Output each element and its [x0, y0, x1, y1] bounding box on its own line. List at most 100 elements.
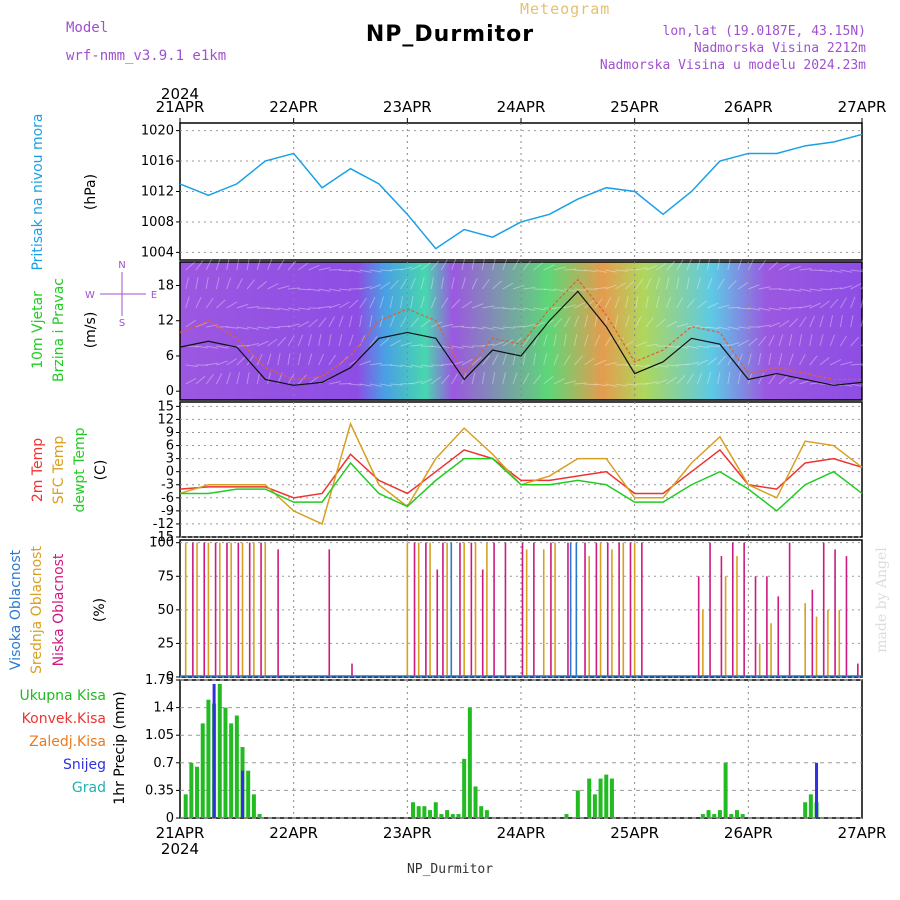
wind-barb-468: [860, 383, 873, 387]
precip-bar-total-4: [206, 699, 211, 818]
wind-barb-95: [318, 334, 322, 347]
wind-barb-422: [799, 304, 812, 309]
wind-barb-10: [195, 322, 208, 328]
wind-barb-465: [860, 315, 865, 328]
wind-barb-450: [839, 297, 847, 309]
precip-bar-total-18: [433, 802, 438, 818]
wind-barb-129: [369, 315, 373, 328]
panel-4-ytick-label-0: 0: [166, 811, 174, 826]
wind-barb-375: [727, 342, 740, 347]
precip-bar-total-41: [734, 810, 739, 818]
wind-barb-209: [481, 372, 486, 385]
wind-barb-1: [185, 277, 190, 290]
wind-barb-42: [246, 258, 250, 271]
wind-barb-17: [206, 324, 219, 328]
precip-bar-total-38: [717, 810, 722, 818]
precip-bar-total-15: [416, 806, 421, 818]
panel-4-ytick-label-5: 1.75: [145, 673, 174, 688]
panel-2-ytick-label-7: 6: [166, 439, 174, 454]
wind-barb-29: [226, 277, 232, 290]
wind-barb-77: [297, 262, 309, 271]
wind-barb-151: [400, 342, 413, 347]
wind-barb-365: [717, 278, 725, 290]
wind-barb-387: [748, 307, 761, 311]
wind-barb-150: [400, 316, 407, 328]
wind-barb-99: [328, 288, 341, 292]
wind-barb-369: [717, 355, 726, 366]
bottom-date-1: 22APR: [269, 824, 318, 842]
wind-barb-287: [605, 269, 618, 273]
wind-barb-362: [707, 357, 718, 366]
wind-barb-190: [461, 277, 466, 290]
wind-barb-308: [635, 267, 648, 271]
wind-barb-260: [564, 288, 577, 292]
precip-bar-total-2: [195, 766, 200, 818]
wind-barb-40: [236, 356, 246, 366]
wind-barb-213: [492, 326, 505, 330]
wind-barb-101: [328, 316, 335, 328]
wind-barb-197: [471, 277, 478, 290]
wind-barb-79: [298, 307, 311, 311]
wind-barb-57: [267, 283, 279, 290]
wind-barb-381: [738, 326, 751, 329]
wind-barb-288: [604, 284, 617, 290]
wind-barb-173: [431, 364, 444, 367]
precip-bar-total-29: [575, 790, 580, 818]
wind-barb-121: [359, 297, 367, 309]
wind-barb-145: [390, 364, 403, 367]
wind-barb-265: [564, 380, 576, 385]
wind-barb-149: [400, 296, 404, 309]
wind-barb-460: [850, 363, 863, 366]
wind-barb-379: [737, 281, 749, 290]
top-year: 2024: [161, 85, 199, 103]
wind-barb-134: [379, 281, 391, 290]
bottom-date-0: 21APR: [156, 824, 205, 842]
wind-barb-337: [676, 277, 680, 290]
wind-barb-358: [706, 277, 713, 290]
wind-barb-96: [318, 353, 324, 366]
wind-barb-192: [461, 326, 474, 329]
wind-barb-171: [430, 321, 443, 328]
wind-barb-123: [359, 335, 366, 347]
wind-barb-294: [615, 269, 628, 272]
wind-barb-226: [512, 307, 525, 311]
wind-barb-253: [553, 288, 566, 292]
wind-barb-228: [512, 337, 522, 347]
wind-barb-372: [727, 280, 737, 290]
wind-barb-382: [737, 339, 749, 347]
wind-barb-406: [778, 263, 790, 271]
wind-barb-135: [379, 296, 385, 309]
precip-bar-total-7: [223, 707, 228, 818]
wind-barb-63: [277, 259, 285, 271]
top-date-5: 26APR: [724, 98, 773, 116]
precip-bar-total-21: [450, 814, 455, 818]
footer-station: NP_Durmitor: [406, 862, 494, 877]
wind-barb-378: [737, 258, 743, 271]
wind-barb-286: [594, 383, 607, 387]
wind-barb-30: [226, 301, 238, 309]
wind-barb-180: [441, 363, 454, 366]
wind-barb-15: [205, 277, 209, 290]
wind-barb-425: [799, 354, 806, 366]
wind-barb-74: [287, 335, 295, 347]
wind-barb-355: [696, 359, 709, 366]
wind-panel-background: [180, 262, 862, 400]
wind-barb-194: [461, 358, 473, 366]
wind-speed-line: [179, 290, 863, 386]
wind-barb-311: [635, 316, 642, 328]
wind-barb-27: [215, 373, 223, 385]
wind-barb-0: [185, 261, 196, 271]
wind-barb-73: [287, 323, 300, 328]
wind-barb-108: [338, 315, 344, 328]
precip-bar-total-22: [456, 814, 461, 818]
precip-bar-total-37: [712, 814, 717, 818]
top-date-4: 25APR: [610, 98, 659, 116]
wind-barb-259: [564, 268, 577, 271]
wind-barb-120: [359, 286, 372, 290]
wind-barb-452: [839, 335, 848, 347]
panel-2-ytick-label-9: 12: [157, 412, 174, 427]
wind-barb-170: [430, 296, 437, 309]
wind-barb-307: [625, 383, 638, 386]
wind-barb-235: [522, 335, 531, 347]
